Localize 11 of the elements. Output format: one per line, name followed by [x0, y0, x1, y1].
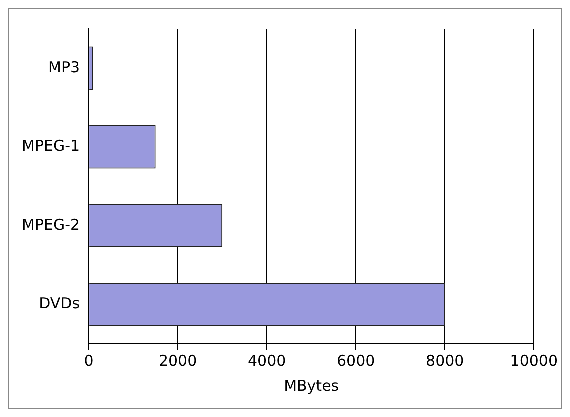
- x-tick-label: 6000: [337, 352, 376, 370]
- x-tick-label: 8000: [426, 352, 464, 370]
- y-tick-label: MPEG-1: [22, 137, 80, 156]
- y-tick-label: MP3: [48, 58, 80, 76]
- y-tick-label: DVDs: [39, 294, 80, 313]
- y-tick-label: MPEG-2: [22, 216, 80, 234]
- x-tick-label: 0: [84, 352, 94, 370]
- x-axis-title: MBytes: [284, 376, 340, 395]
- x-tick-label: 4000: [248, 352, 286, 370]
- x-tick-label: 10000: [510, 352, 558, 370]
- x-tick-label: 2000: [158, 352, 198, 370]
